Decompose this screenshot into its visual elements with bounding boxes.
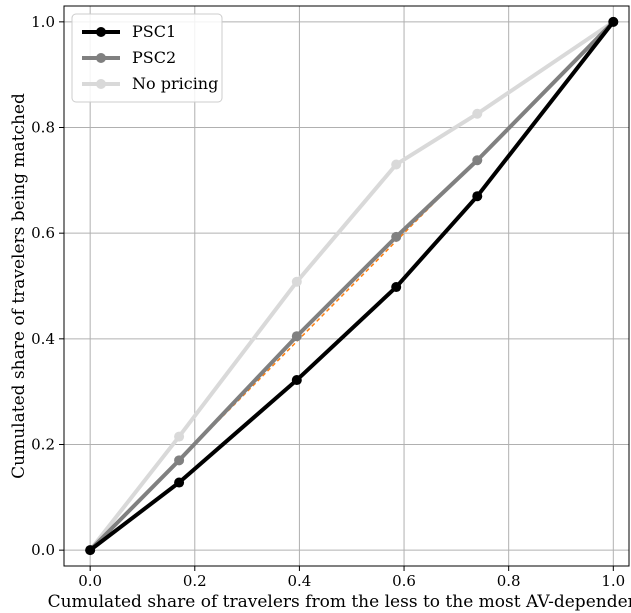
x-axis-label: Cumulated share of travelers from the le… — [48, 592, 631, 612]
legend-label: PSC2 — [132, 48, 176, 67]
data-point — [174, 455, 185, 466]
legend-label: No pricing — [132, 74, 218, 93]
x-axis: 0.0 0.2 0.4 0.6 0.8 1.0 — [78, 566, 625, 590]
legend-marker — [96, 53, 106, 63]
data-point — [391, 231, 402, 242]
data-point — [174, 431, 185, 442]
x-tick-label: 0.0 — [78, 572, 102, 590]
data-point — [472, 108, 483, 119]
legend-item: PSC2 — [82, 48, 176, 67]
x-tick-label: 1.0 — [601, 572, 625, 590]
y-tick-label: 0.0 — [31, 541, 55, 559]
x-tick-label: 0.2 — [183, 572, 207, 590]
data-point — [291, 375, 302, 386]
legend-label: PSC1 — [132, 22, 176, 41]
data-point — [472, 155, 483, 166]
data-point — [391, 159, 402, 170]
data-point — [174, 477, 185, 488]
data-point — [391, 282, 402, 293]
y-tick-label: 0.6 — [31, 224, 55, 242]
data-point — [608, 16, 619, 27]
x-tick-label: 0.4 — [287, 572, 311, 590]
legend-item: No pricing — [82, 74, 218, 93]
data-point — [472, 191, 483, 202]
y-tick-label: 1.0 — [31, 13, 55, 31]
data-point — [291, 276, 302, 287]
series-line — [88, 19, 616, 553]
legend-marker — [96, 27, 106, 37]
series-layer — [85, 16, 619, 556]
legend-box — [71, 13, 223, 103]
series-line — [88, 19, 616, 553]
x-tick-label: 0.8 — [497, 572, 521, 590]
y-axis: 0.0 0.2 0.4 0.6 0.8 1.0 — [31, 13, 64, 559]
legend: PSC1 PSC2 No pricing — [71, 13, 223, 103]
series-line — [88, 19, 616, 553]
y-tick-label: 0.2 — [31, 435, 55, 453]
y-tick-label: 0.8 — [31, 119, 55, 137]
legend-item: PSC1 — [82, 22, 176, 41]
plot-frame — [63, 5, 630, 567]
y-axis-label: Cumulated share of travelers being match… — [9, 93, 29, 479]
data-point — [85, 545, 96, 556]
legend-marker — [96, 79, 106, 89]
data-point — [291, 331, 302, 342]
series-psc1 — [85, 16, 619, 556]
y-tick-label: 0.4 — [31, 330, 55, 348]
x-tick-label: 0.6 — [392, 572, 416, 590]
